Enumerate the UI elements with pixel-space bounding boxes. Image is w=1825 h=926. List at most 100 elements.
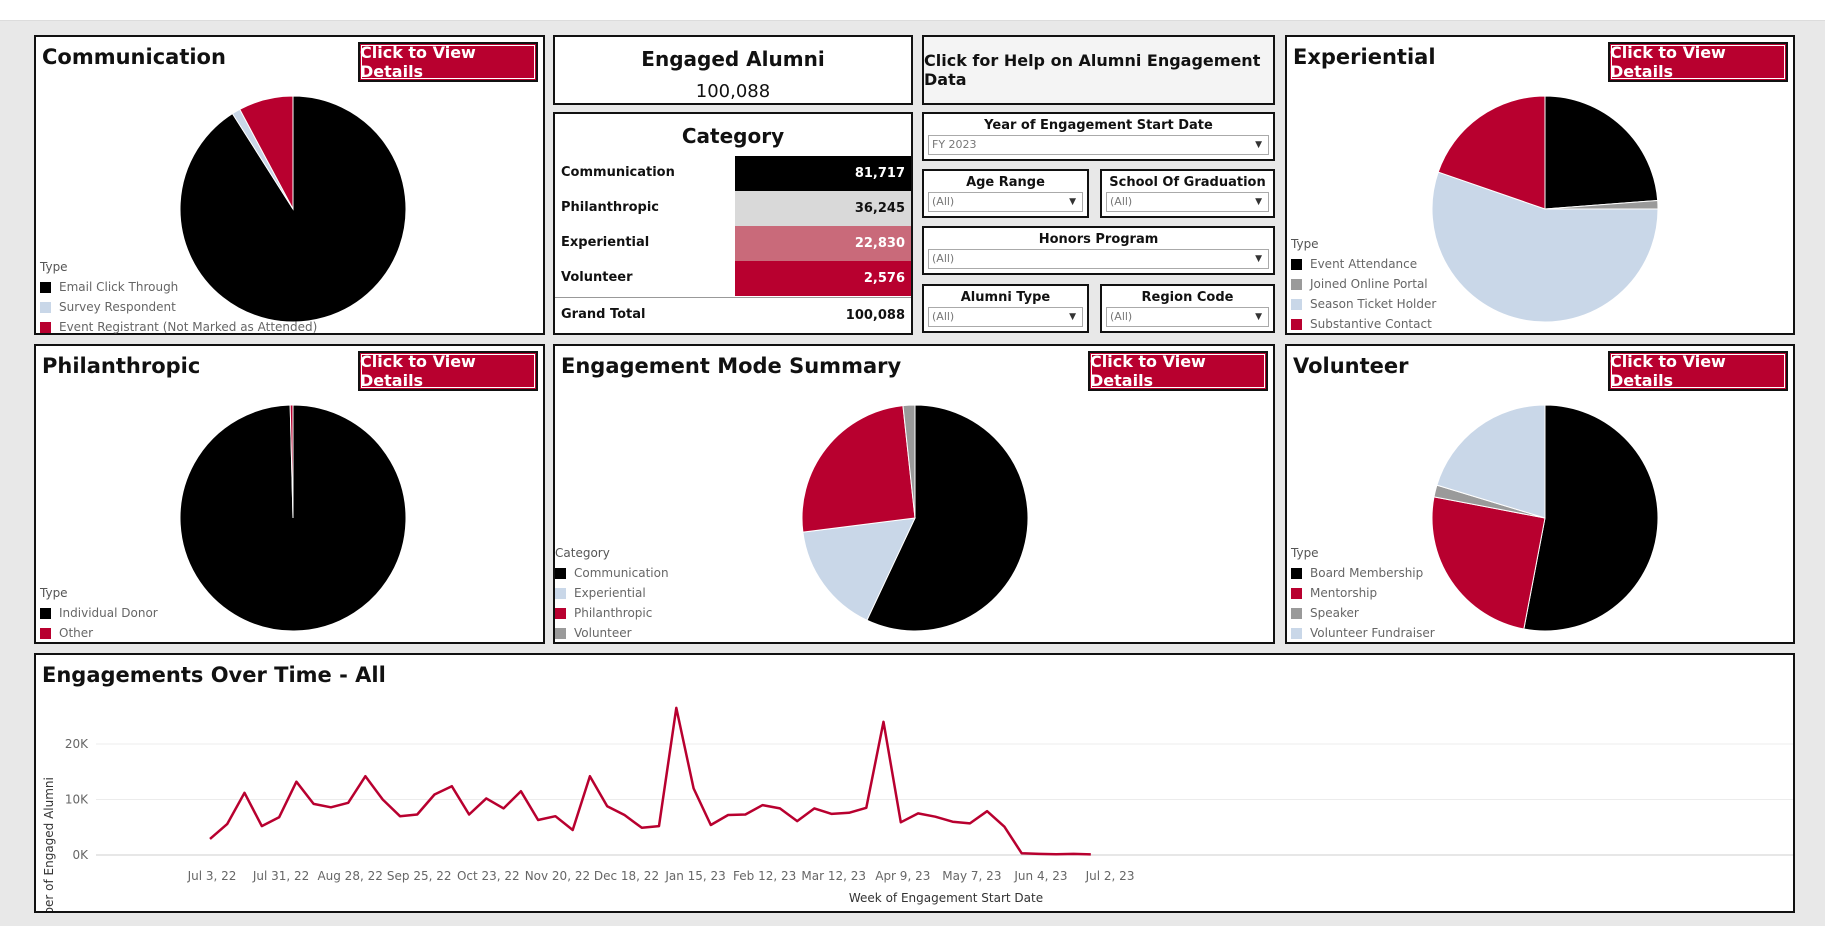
pie-slice-other[interactable]: [289, 404, 294, 519]
pie-slice-substantive-contact[interactable]: [1437, 95, 1546, 210]
legend-item[interactable]: Survey Respondent: [40, 297, 317, 317]
legend-swatch: [40, 321, 51, 333]
pie-slice-philanthropic[interactable]: [801, 405, 916, 533]
volunteer-pie[interactable]: [1425, 398, 1665, 638]
pie-slice-volunteer-fundraiser[interactable]: [1436, 404, 1546, 519]
pie-slice-volunteer[interactable]: [902, 404, 916, 519]
volunteer-details-button[interactable]: Click to View Details: [1608, 351, 1788, 391]
legend-item[interactable]: Volunteer: [555, 623, 669, 643]
legend-label: Mentorship: [1310, 586, 1378, 600]
legend-item[interactable]: Event Registrant (Not Marked as Attended…: [40, 317, 317, 337]
legend-swatch: [1291, 627, 1302, 639]
legend-item[interactable]: Mentorship: [1291, 583, 1435, 603]
legend-item[interactable]: Communication: [555, 563, 669, 583]
series-line[interactable]: [209, 706, 1091, 856]
legend-item[interactable]: Individual Donor: [40, 603, 158, 623]
honors-filter: Honors Program (All) ▼: [922, 226, 1275, 275]
help-button[interactable]: Click for Help on Alumni Engagement Data: [922, 35, 1275, 105]
legend-title: Type: [1291, 546, 1319, 560]
y-tick-label: 20K: [65, 737, 89, 751]
year-filter-label: Year of Engagement Start Date: [984, 118, 1213, 133]
mode-summary-details-button[interactable]: Click to View Details: [1088, 351, 1268, 391]
year-filter-value: FY 2023: [932, 138, 977, 151]
legend-swatch: [1291, 607, 1302, 619]
engaged-alumni-value: 100,088: [695, 81, 771, 102]
pie-slice-mentorship[interactable]: [1431, 496, 1546, 630]
legend-item[interactable]: Philanthropic: [555, 603, 669, 623]
y-tick-label: 10K: [65, 793, 89, 807]
experiential-details-button[interactable]: Click to View Details: [1608, 42, 1788, 82]
x-tick-label: Oct 23, 22: [457, 869, 520, 883]
legend-label: Board Membership: [1310, 566, 1424, 580]
age-filter-dropdown[interactable]: (All) ▼: [928, 192, 1083, 212]
legend-swatch: [1291, 258, 1302, 270]
year-filter-dropdown[interactable]: FY 2023 ▼: [928, 135, 1269, 155]
volunteer-legend: Type Board Membership Mentorship Speaker Vol…: [1291, 546, 1435, 643]
category-value: 81,717: [735, 156, 911, 191]
region-filter-dropdown[interactable]: (All) ▼: [1106, 307, 1269, 327]
pie-slice-communication[interactable]: [866, 404, 1029, 632]
legend-item[interactable]: Volunteer Fundraiser: [1291, 623, 1435, 643]
legend-swatch: [1291, 567, 1302, 579]
x-tick-label: May 7, 23: [942, 869, 1001, 883]
grand-total-label: Grand Total: [561, 307, 646, 322]
category-value: 36,245: [735, 191, 911, 226]
category-label: Philanthropic: [561, 200, 660, 215]
legend-label: Communication: [574, 566, 669, 580]
legend-swatch: [40, 627, 51, 639]
category-row-communication[interactable]: Communication 81,717: [555, 156, 911, 191]
legend-item[interactable]: Substantive Contact: [1291, 314, 1436, 334]
chevron-down-icon: ▼: [1069, 312, 1076, 322]
x-tick-label: Mar 12, 23: [801, 869, 866, 883]
category-row-experiential[interactable]: Experiential 22,830: [555, 226, 911, 261]
legend-label: Individual Donor: [59, 606, 158, 620]
philanthropic-details-button[interactable]: Click to View Details: [358, 351, 538, 391]
engagements-line-chart[interactable]: 0K 10K 20K Jul 3, 22 Jul 31, 22 Aug 28, 22 Se…: [36, 655, 1793, 911]
legend-item[interactable]: Speaker: [1291, 603, 1435, 623]
category-row-volunteer[interactable]: Volunteer 2,576: [555, 261, 911, 296]
legend-item[interactable]: Other: [40, 623, 158, 643]
honors-filter-dropdown[interactable]: (All) ▼: [928, 249, 1269, 269]
over-time-panel: Engagements Over Time - All 0K 10K 20K Jul…: [34, 653, 1795, 913]
legend-item[interactable]: Joined Online Portal: [1291, 274, 1436, 294]
communication-details-button[interactable]: Click to View Details: [358, 42, 538, 82]
experiential-legend: Type Event Attendance Joined Online Portal…: [1291, 237, 1436, 334]
x-tick-label: Feb 12, 23: [733, 869, 796, 883]
legend-label: Philanthropic: [574, 606, 653, 620]
alumni-type-filter: Alumni Type (All) ▼: [922, 284, 1089, 333]
pie-slice-experiential[interactable]: [802, 517, 916, 621]
category-title: Category: [681, 124, 785, 148]
legend-swatch: [1291, 587, 1302, 599]
volunteer-panel: Volunteer Click to View Details Type Boar…: [1285, 344, 1795, 644]
legend-item[interactable]: Event Attendance: [1291, 254, 1436, 274]
legend-swatch: [40, 607, 51, 619]
x-tick-label: Sep 25, 22: [387, 869, 452, 883]
philanthropic-pie[interactable]: [173, 398, 413, 638]
legend-swatch: [40, 301, 51, 313]
category-row-philanthropic[interactable]: Philanthropic 36,245: [555, 191, 911, 226]
honors-filter-value: (All): [932, 252, 955, 265]
communication-title: Communication: [42, 45, 226, 69]
communication-pie[interactable]: [173, 89, 413, 329]
engaged-alumni-title: Engaged Alumni: [641, 47, 825, 71]
pie-slice-season-ticket-holder[interactable]: [1431, 171, 1659, 323]
mode-summary-pie[interactable]: [795, 398, 1035, 638]
legend-item[interactable]: Board Membership: [1291, 563, 1435, 583]
legend-item[interactable]: Season Ticket Holder: [1291, 294, 1436, 314]
pie-slice-event-registrant-not-marked-as-attended[interactable]: [239, 95, 294, 210]
school-filter-dropdown[interactable]: (All) ▼: [1106, 192, 1269, 212]
pie-slice-board-membership[interactable]: [1523, 404, 1659, 632]
legend-swatch: [1291, 278, 1302, 290]
legend-title: Type: [1291, 237, 1319, 251]
legend-label: Email Click Through: [59, 280, 179, 294]
legend-item[interactable]: Experiential: [555, 583, 669, 603]
legend-label: Other: [59, 626, 94, 640]
legend-label: Season Ticket Holder: [1310, 297, 1437, 311]
x-tick-label: Jun 4, 23: [1013, 869, 1067, 883]
pie-slice-event-attendance[interactable]: [1544, 95, 1659, 210]
alumni-type-filter-dropdown[interactable]: (All) ▼: [928, 307, 1083, 327]
y-axis-title: Number of Engaged Alumni: [42, 777, 56, 911]
philanthropic-panel: Philanthropic Click to View Details Type…: [34, 344, 545, 644]
experiential-pie[interactable]: [1425, 89, 1665, 329]
legend-item[interactable]: Email Click Through: [40, 277, 317, 297]
